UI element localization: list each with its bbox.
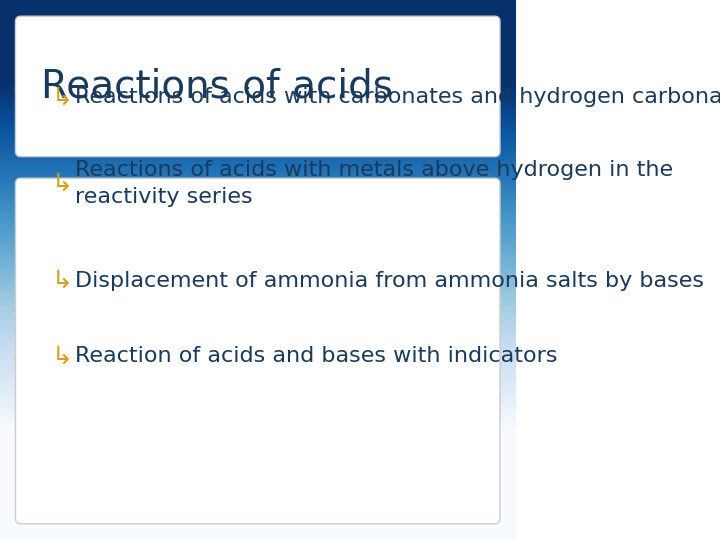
- Text: Reactions of acids: Reactions of acids: [41, 68, 393, 105]
- Text: ↳: ↳: [51, 172, 72, 195]
- Text: Displacement of ammonia from ammonia salts by bases: Displacement of ammonia from ammonia sal…: [75, 271, 703, 291]
- Text: Reaction of acids and bases with indicators: Reaction of acids and bases with indicat…: [75, 346, 557, 367]
- Text: Reactions of acids with metals above hydrogen in the
reactivity series: Reactions of acids with metals above hyd…: [75, 160, 673, 207]
- FancyBboxPatch shape: [15, 16, 500, 157]
- Text: ↳: ↳: [51, 85, 72, 109]
- Text: ↳: ↳: [51, 345, 72, 368]
- FancyBboxPatch shape: [15, 178, 500, 524]
- Text: ↳: ↳: [51, 269, 72, 293]
- Text: Reactions of acids with carbonates and hydrogen carbonates: Reactions of acids with carbonates and h…: [75, 87, 720, 107]
